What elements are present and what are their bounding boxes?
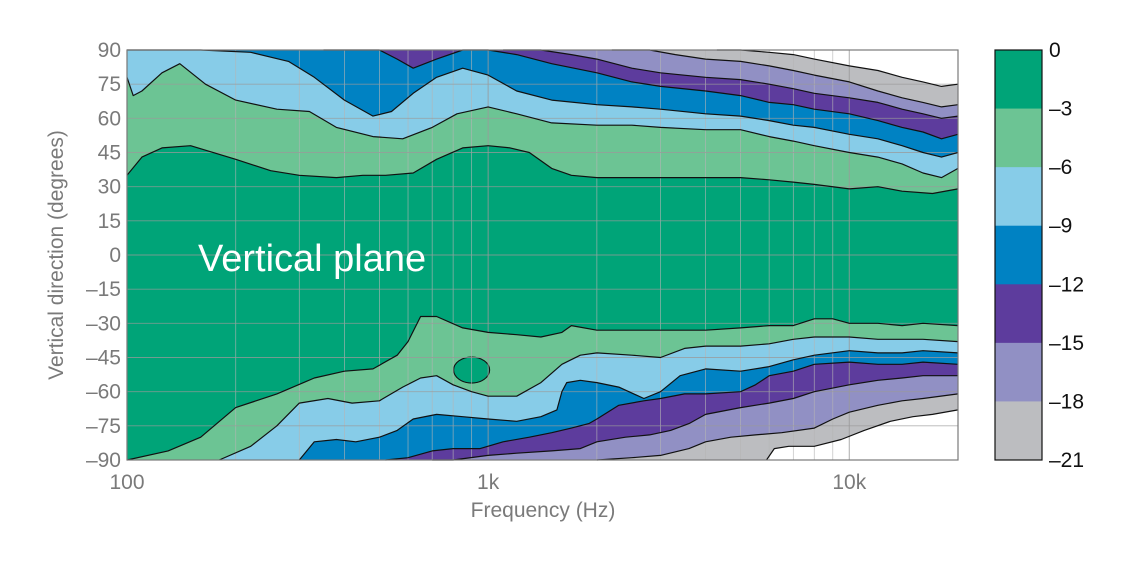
colorbar-frame bbox=[994, 49, 1043, 461]
y-tick-label: 45 bbox=[98, 142, 121, 165]
colorbar-swatch bbox=[995, 50, 1042, 110]
band-upper-below-21 bbox=[716, 50, 958, 87]
colorbar-swatch bbox=[995, 284, 1042, 344]
colorbar-tick-label: –6 bbox=[1049, 156, 1072, 179]
contour-line-lower-15 bbox=[432, 375, 958, 461]
colorbar-tick-label: –15 bbox=[1049, 332, 1084, 355]
y-tick-label: –15 bbox=[86, 278, 121, 301]
y-tick-label: –45 bbox=[86, 347, 121, 370]
contour-line-lower-18 bbox=[596, 393, 959, 461]
colorbar-swatch bbox=[995, 167, 1042, 227]
contour-line-lower-12 bbox=[385, 361, 959, 461]
colorbar-tick-label: –9 bbox=[1049, 215, 1072, 238]
colorbar-tick-label: –3 bbox=[1049, 98, 1072, 121]
plot-annotation: Vertical plane bbox=[198, 238, 426, 280]
colorbar-swatch bbox=[995, 401, 1042, 461]
colorbar: 0 –3 –6 –9 –12 –15 –18 –21 bbox=[994, 39, 1084, 472]
contour-line-lower-21 bbox=[766, 409, 959, 461]
colorbar-tick-label: 0 bbox=[1049, 39, 1061, 62]
contour-line-lower-9 bbox=[298, 350, 959, 461]
contour-line-upper-9 bbox=[127, 49, 959, 158]
y-axis-label: Vertical direction (degrees) bbox=[45, 130, 68, 380]
y-tick-label: –75 bbox=[86, 415, 121, 438]
y-axis-ticks: 90 75 60 45 30 15 0 –15 –30 –45 –60 –75 –90 bbox=[86, 39, 121, 472]
colorbar-tick-label: –12 bbox=[1049, 273, 1084, 296]
plot-frame bbox=[126, 49, 959, 461]
contour-line-upper-3 bbox=[126, 145, 959, 195]
y-tick-label: 30 bbox=[98, 176, 121, 199]
contour-line-upper-12 bbox=[323, 49, 959, 140]
y-tick-label: –30 bbox=[86, 312, 121, 335]
contour-line-lower-6 bbox=[218, 336, 959, 461]
contour-line-upper-21 bbox=[716, 49, 959, 87]
x-tick-label: 1k bbox=[477, 471, 500, 494]
x-tick-label: 100 bbox=[109, 471, 144, 494]
colorbar-swatch bbox=[995, 225, 1042, 285]
x-axis-label: Frequency (Hz) bbox=[471, 499, 616, 522]
contour-line-upper-18 bbox=[611, 49, 959, 108]
y-tick-label: –60 bbox=[86, 381, 121, 404]
contour-line-upper-15 bbox=[503, 49, 959, 119]
y-tick-label: 75 bbox=[98, 73, 121, 96]
contour-line-upper-6 bbox=[126, 63, 959, 179]
y-tick-label: –90 bbox=[86, 449, 121, 472]
x-tick-label: 10k bbox=[832, 471, 866, 494]
colorbar-tick-label: –21 bbox=[1049, 449, 1084, 472]
colorbar-tick-label: –18 bbox=[1049, 390, 1084, 413]
y-tick-label: 0 bbox=[109, 244, 121, 267]
colorbar-swatch bbox=[995, 342, 1042, 402]
y-tick-label: 90 bbox=[98, 39, 121, 62]
y-tick-label: 60 bbox=[98, 107, 121, 130]
contour-lines bbox=[126, 49, 959, 461]
x-axis-ticks: 100 1k 10k bbox=[109, 471, 866, 494]
y-tick-label: 15 bbox=[98, 210, 121, 233]
colorbar-swatch bbox=[995, 108, 1042, 168]
contour-line-lower-3 bbox=[126, 315, 959, 461]
plot-area: Vertical plane bbox=[126, 49, 959, 461]
